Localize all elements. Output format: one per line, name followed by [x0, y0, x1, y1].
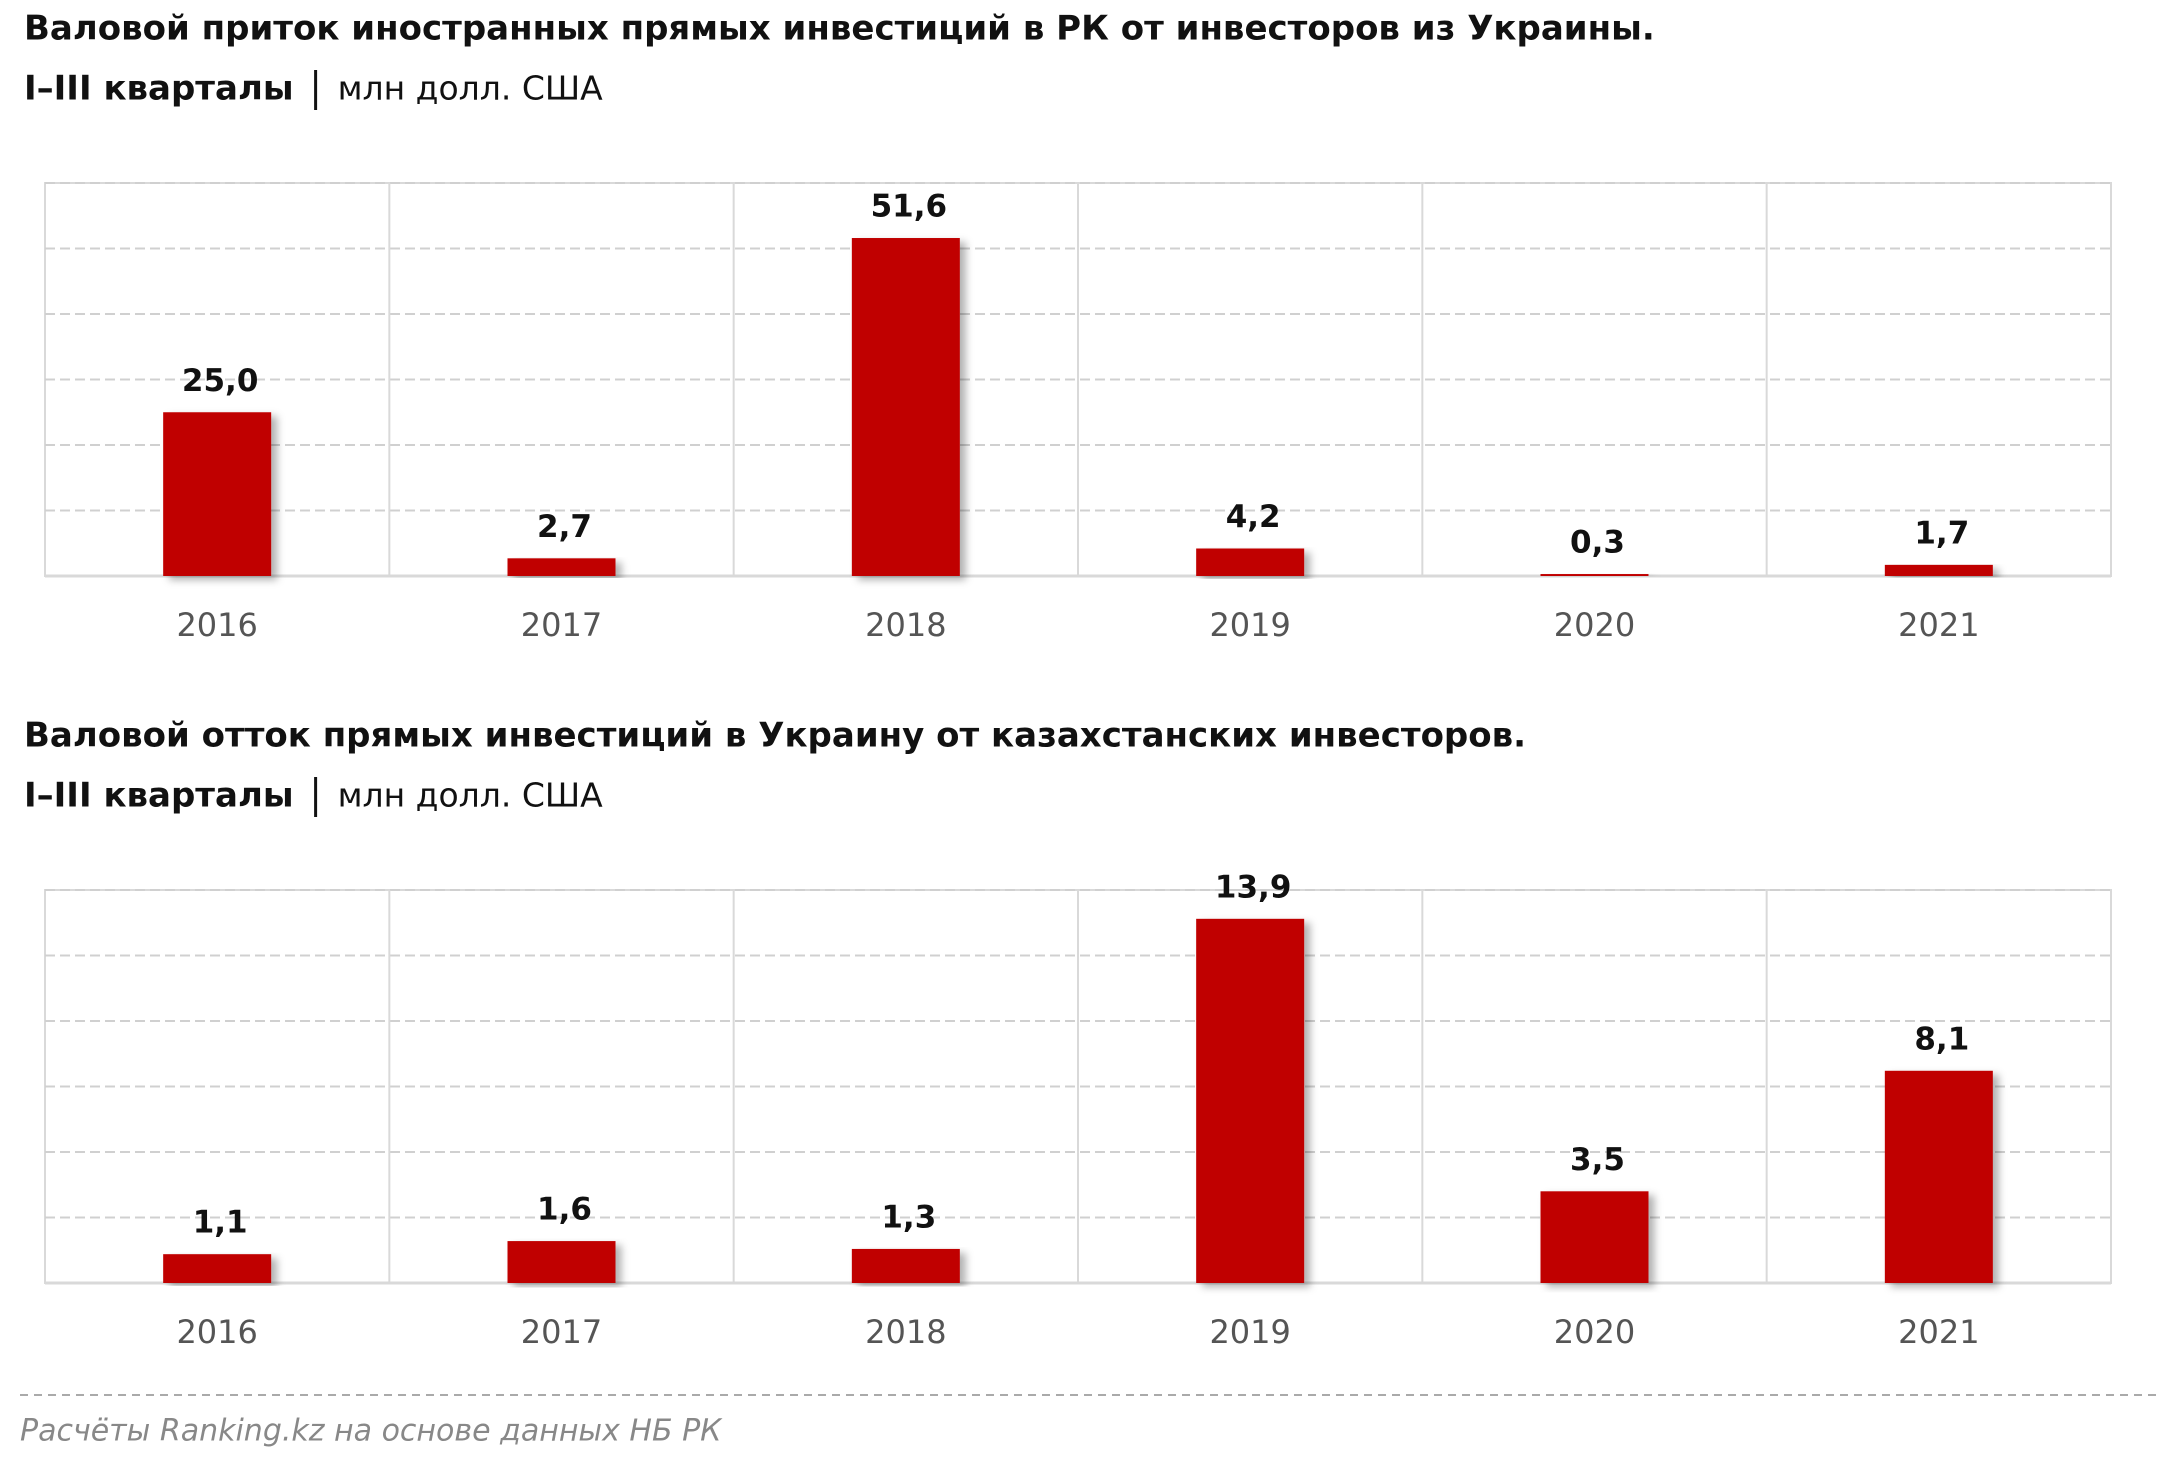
bar [851, 1248, 960, 1283]
value-label: 8,1 [1914, 1021, 1969, 1057]
value-label: 1,6 [537, 1192, 592, 1228]
value-label: 4,2 [1226, 499, 1281, 535]
bar [851, 238, 960, 576]
x-tick-label: 2020 [1554, 606, 1635, 644]
x-tick-label: 2018 [865, 1313, 946, 1351]
value-label: 1,7 [1914, 515, 1969, 551]
bar [1540, 1191, 1649, 1283]
bar [507, 558, 616, 576]
chart-title: Валовой приток иностранных прямых инвест… [24, 9, 1655, 49]
x-tick-label: 2016 [176, 1313, 257, 1351]
unit: млн долл. США [338, 69, 604, 108]
bar [1884, 1070, 1993, 1283]
source: Расчёты Ranking.kz на основе данных НБ Р… [20, 1414, 723, 1449]
x-tick-label: 2021 [1898, 606, 1979, 644]
value-label: 0,3 [1570, 525, 1625, 561]
value-label: 51,6 [871, 189, 948, 225]
x-tick-label: 2019 [1209, 1313, 1290, 1351]
value-label: 2,7 [537, 509, 592, 545]
unit: млн долл. США [338, 776, 604, 815]
bar [163, 412, 272, 576]
bar [163, 1254, 272, 1283]
subtitle: I–III кварталы [24, 776, 294, 816]
bar [507, 1241, 616, 1283]
value-label: 1,1 [193, 1205, 248, 1241]
bar [1196, 918, 1305, 1283]
bar [1540, 574, 1649, 576]
x-tick-label: 2017 [521, 606, 602, 644]
x-tick-label: 2017 [521, 1313, 602, 1351]
subtitle: I–III кварталы [24, 69, 294, 109]
x-tick-label: 2021 [1898, 1313, 1979, 1351]
value-label: 13,9 [1215, 869, 1292, 905]
chart-title: Валовой отток прямых инвестиций в Украин… [24, 716, 1526, 756]
x-tick-label: 2018 [865, 606, 946, 644]
bar [1196, 548, 1305, 576]
value-label: 1,3 [881, 1199, 936, 1235]
x-tick-label: 2020 [1554, 1313, 1635, 1351]
value-label: 3,5 [1570, 1142, 1625, 1178]
value-label: 25,0 [182, 363, 259, 399]
x-tick-label: 2016 [176, 606, 257, 644]
bar [1884, 564, 1993, 576]
x-tick-label: 2019 [1209, 606, 1290, 644]
